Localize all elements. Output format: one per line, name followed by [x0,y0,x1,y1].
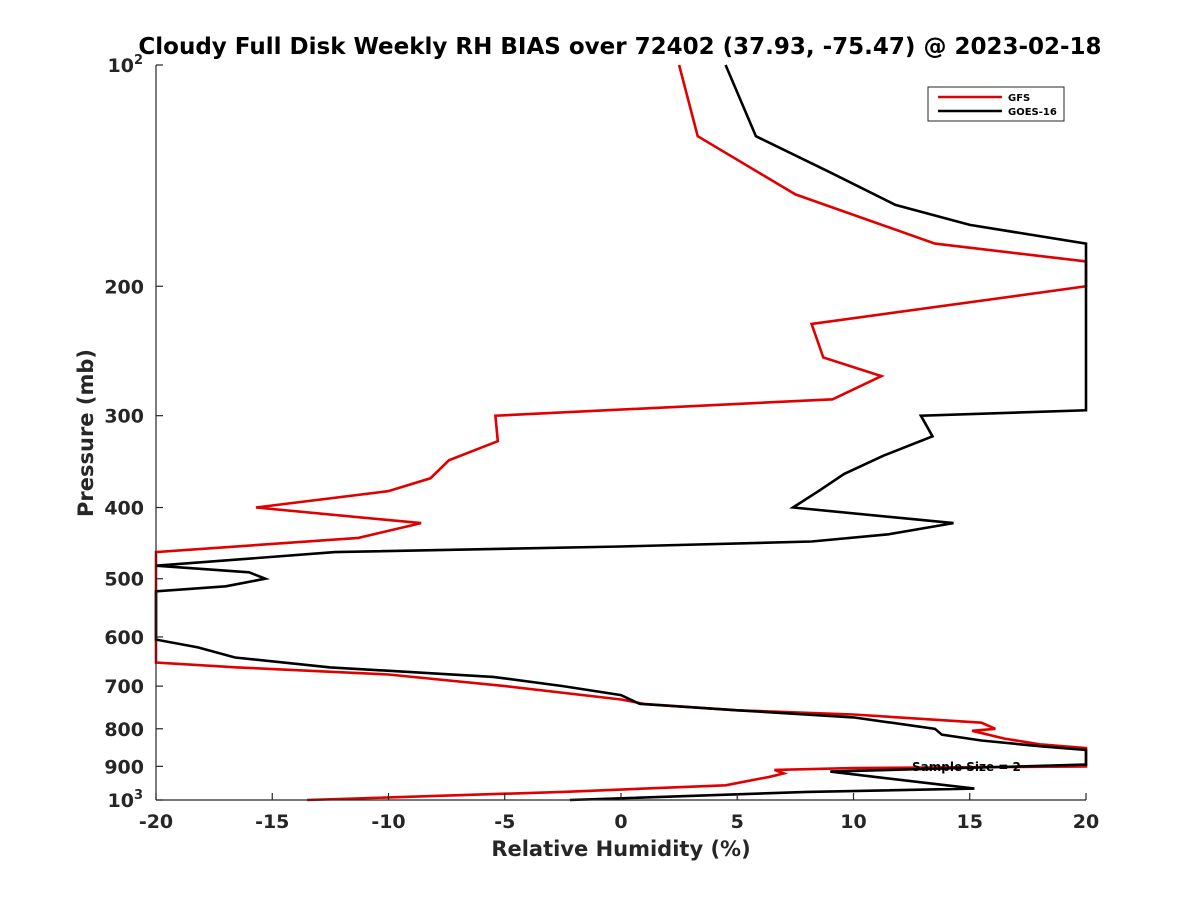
y-tick-exponent: 3 [134,788,143,803]
series-layer [154,64,1088,802]
sample-size-annotation: Sample Size = 2 [912,760,1021,774]
y-tick-label: 300 [104,406,144,428]
y-tick-label: 900 [104,756,144,778]
series-line-goes-16 [154,64,1088,802]
x-tick-label: 15 [957,811,983,833]
x-tick-label: 20 [1073,811,1099,833]
x-tick-label: 10 [840,811,866,833]
x-tick-label: -10 [371,811,405,833]
x-tick-label: -5 [494,811,515,833]
y-tick-label: 10 [108,790,134,812]
x-tick-label: 5 [731,811,744,833]
y-tick-label: 600 [104,627,144,649]
x-axis-ticks: -20 -15 -10 -5 0 5 10 15 20 [139,793,1099,833]
y-tick-label: 200 [104,276,144,298]
y-axis-label: Pressure (mb) [74,349,98,517]
y-tick-label: 400 [104,498,144,520]
chart-title: Cloudy Full Disk Weekly RH BIAS over 724… [138,34,1101,60]
x-tick-label: -20 [139,811,173,833]
x-tick-label: 0 [614,811,627,833]
y-tick-label: 500 [104,569,144,591]
y-tick-label: 700 [104,676,144,698]
x-tick-label: -15 [255,811,289,833]
legend-label-gfs: GFS [1008,93,1030,104]
y-tick-exponent: 2 [134,53,143,68]
y-tick-label: 800 [104,719,144,741]
legend-box [927,86,1065,122]
plot-area [154,64,1088,802]
legend-label-goes16: GOES-16 [1008,107,1057,118]
legend: GFS GOES-16 [927,86,1065,122]
x-axis-label: Relative Humidity (%) [491,837,750,861]
series-line-gfs [154,64,1088,802]
y-tick-label: 10 [108,55,134,77]
